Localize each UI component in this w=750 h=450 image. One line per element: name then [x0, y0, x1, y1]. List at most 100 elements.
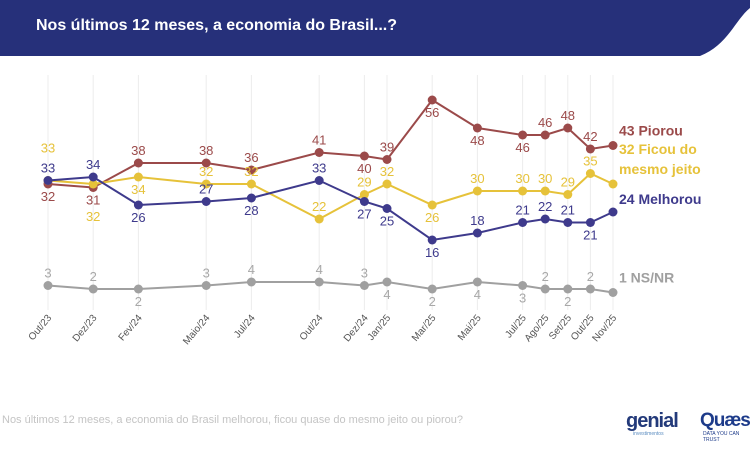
data-label: 42: [583, 129, 597, 144]
data-point: [201, 179, 211, 189]
data-point: [472, 228, 482, 238]
data-point: [585, 144, 595, 154]
data-point: [359, 197, 369, 206]
data-label: 22: [538, 199, 552, 214]
data-label: 33: [41, 141, 55, 156]
data-point: [608, 141, 618, 150]
data-label: 3: [44, 266, 51, 281]
data-label: 2: [542, 269, 549, 284]
data-point: [314, 148, 324, 157]
x-tick-label: Out/24: [298, 313, 326, 343]
data-point: [585, 284, 595, 294]
data-label: 38: [199, 143, 213, 158]
data-label: 40: [357, 161, 371, 176]
data-point: [563, 284, 573, 294]
data-label: 25: [380, 214, 394, 229]
data-point: [359, 151, 369, 161]
data-label: 36: [244, 150, 258, 165]
data-point: [563, 190, 573, 199]
data-point: [133, 158, 143, 168]
question-footnote: Nos últimos 12 meses, a economia do Bras…: [2, 414, 464, 426]
data-point: [201, 281, 211, 290]
data-point: [585, 169, 595, 178]
data-label: 34: [86, 157, 100, 172]
x-tick-label: Dez/24: [342, 313, 371, 345]
x-tick-label: Mai/25: [456, 313, 484, 343]
header-shape: [0, 0, 750, 56]
data-label: 3: [519, 291, 526, 306]
series-end-label: 43 Piorou: [619, 123, 683, 139]
data-point: [43, 176, 53, 185]
series-end-label: mesmo jeito: [619, 161, 701, 177]
data-label: 18: [470, 213, 484, 228]
x-tick-label: Out/23: [27, 313, 55, 343]
data-point: [472, 186, 482, 196]
data-label: 26: [131, 210, 145, 225]
data-label: 39: [380, 140, 394, 155]
data-point: [563, 123, 573, 133]
x-tick-label: Jul/24: [232, 313, 258, 341]
data-label: 27: [199, 182, 213, 197]
data-point: [472, 123, 482, 133]
data-point: [382, 179, 392, 189]
data-point: [43, 281, 53, 290]
data-point: [382, 277, 392, 287]
data-label: 21: [583, 228, 597, 243]
data-label: 29: [561, 175, 575, 190]
header-banner: [0, 0, 750, 56]
data-label: 2: [429, 294, 436, 309]
data-label: 56: [425, 105, 439, 120]
data-point: [314, 277, 324, 287]
data-point: [246, 165, 256, 175]
data-point: [88, 172, 98, 182]
data-label: 31: [86, 193, 100, 208]
data-point: [314, 176, 324, 185]
series-end-label: 1 NS/NR: [619, 270, 674, 286]
data-point: [88, 284, 98, 294]
data-label: 28: [244, 203, 258, 218]
data-point: [382, 204, 392, 213]
data-point: [540, 214, 550, 224]
data-point: [359, 190, 369, 199]
data-label: 32: [41, 189, 55, 204]
data-point: [472, 277, 482, 287]
data-point: [314, 214, 324, 224]
data-label: 41: [312, 133, 326, 148]
data-label: 34: [131, 182, 145, 197]
data-label: 30: [538, 171, 552, 186]
data-label: 21: [561, 203, 575, 218]
data-label: 4: [316, 262, 323, 277]
data-point: [382, 155, 392, 164]
data-label: 30: [515, 171, 529, 186]
data-label: 32: [86, 209, 100, 224]
data-point: [585, 218, 595, 227]
x-tick-label: Fev/24: [117, 313, 145, 344]
data-point: [427, 235, 437, 245]
data-label: 2: [90, 269, 97, 284]
genial-logo-sub: investimentos: [633, 431, 664, 437]
data-point: [246, 193, 256, 203]
data-point: [427, 95, 437, 105]
series-end-label: 32 Ficou do: [619, 141, 697, 157]
data-label: 3: [203, 266, 210, 281]
data-point: [518, 281, 528, 290]
data-label: 33: [41, 161, 55, 176]
data-label: 2: [587, 269, 594, 284]
x-tick-label: Jan/25: [366, 313, 394, 343]
data-point: [518, 186, 528, 196]
data-point: [608, 288, 618, 297]
data-point: [427, 200, 437, 210]
series-end-label: 24 Melhorou: [619, 191, 701, 207]
data-point: [518, 218, 528, 227]
data-label: 32: [380, 164, 394, 179]
data-label: 35: [583, 154, 597, 169]
data-label: 26: [425, 210, 439, 225]
data-point: [201, 197, 211, 206]
data-label: 46: [538, 115, 552, 130]
x-tick-label: Ago/25: [523, 313, 552, 345]
x-tick-label: Nov/25: [591, 313, 620, 345]
data-point: [540, 130, 550, 140]
data-label: 21: [515, 203, 529, 218]
data-point: [540, 284, 550, 294]
data-point: [540, 186, 550, 196]
